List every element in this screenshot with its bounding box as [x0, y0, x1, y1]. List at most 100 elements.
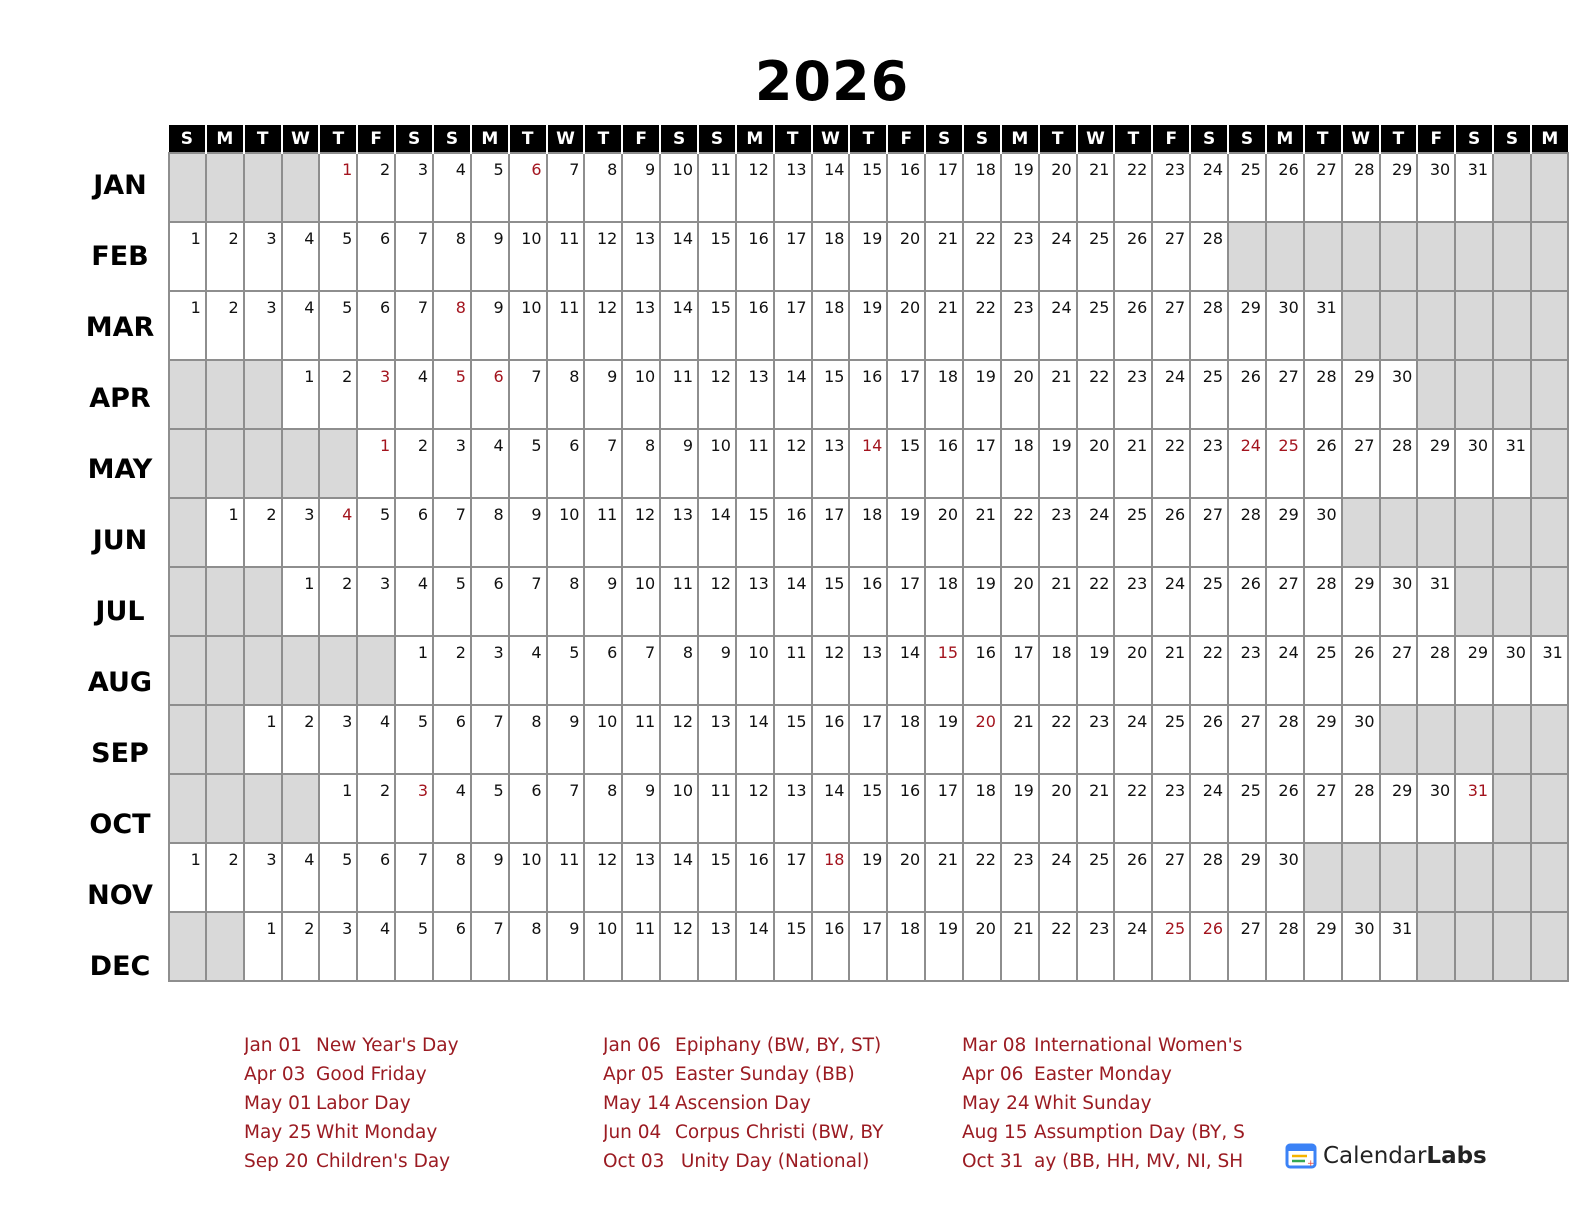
empty-cell	[1416, 359, 1457, 430]
day-cell: 5	[318, 221, 359, 292]
day-number: 25	[1278, 436, 1299, 455]
day-number: 9	[682, 436, 694, 455]
day-number: 9	[531, 505, 542, 524]
day-cell: 22	[1151, 428, 1192, 499]
empty-cell	[1378, 842, 1419, 913]
day-cell: 11	[734, 428, 775, 499]
weekday-header-cell: F	[1151, 125, 1191, 153]
empty-cell	[168, 497, 207, 568]
day-number: 29	[1240, 298, 1261, 317]
day-cell: 23	[999, 290, 1040, 361]
day-number: 30	[1278, 298, 1299, 317]
day-cell: 27	[1378, 635, 1419, 706]
day-cell: 16	[848, 566, 889, 637]
day-cell: 11	[659, 566, 700, 637]
day-number: 4	[455, 160, 466, 179]
day-number: 26	[1354, 643, 1375, 662]
day-number: 23	[1126, 367, 1148, 386]
empty-cell	[1454, 221, 1495, 292]
day-number: 25	[1202, 367, 1224, 386]
holiday-legend-item: Apr 03 Good Friday	[244, 1064, 584, 1085]
day-number: 14	[824, 160, 845, 179]
day-number: 23	[1013, 298, 1034, 317]
day-cell: 4	[394, 359, 435, 430]
day-cell: 26	[1264, 152, 1305, 223]
day-number: 10	[634, 367, 656, 386]
empty-cell	[1227, 221, 1267, 292]
empty-cell	[204, 566, 245, 637]
month-label: FEB	[91, 241, 149, 272]
day-number: 11	[634, 712, 656, 731]
day-cell: 27	[1302, 773, 1343, 844]
day-cell: 15	[697, 290, 737, 361]
weekday-header-cell: S	[1227, 125, 1266, 153]
day-number: 4	[304, 298, 315, 317]
day-number: 2	[342, 574, 353, 593]
day-cell: 2	[432, 635, 472, 706]
empty-cell	[1529, 911, 1569, 982]
day-number: 25	[1089, 298, 1110, 317]
day-number: 3	[455, 436, 466, 455]
day-cell: 27	[1264, 359, 1305, 430]
day-number: 19	[1013, 160, 1034, 179]
day-number: 1	[190, 298, 201, 317]
day-cell: 28	[1302, 359, 1343, 430]
day-number: 3	[379, 574, 391, 593]
day-cell: 10	[621, 566, 662, 637]
holiday-date: Jan 06	[603, 1035, 661, 1056]
day-number: 24	[1164, 574, 1186, 593]
day-number: 4	[531, 643, 542, 662]
day-cell: 20	[886, 290, 927, 361]
day-cell: 13	[772, 773, 813, 844]
holiday-date: May 14	[603, 1093, 671, 1114]
day-cell: 16	[962, 635, 1002, 706]
day-cell: 26	[1227, 566, 1267, 637]
day-number: 16	[748, 298, 769, 317]
day-number: 8	[644, 436, 656, 455]
day-number: 19	[1051, 436, 1072, 455]
empty-cell	[1529, 704, 1569, 775]
day-number: 2	[228, 229, 239, 248]
holiday-date: Apr 03	[244, 1064, 306, 1085]
day-cell: 22	[1113, 152, 1154, 223]
day-number: 7	[531, 574, 542, 593]
day-number: 19	[975, 574, 996, 593]
day-cell: 2	[356, 152, 397, 223]
day-number: 13	[861, 643, 883, 662]
day-number: 1	[190, 850, 201, 869]
logo-text: CalendarLabs	[1323, 1143, 1487, 1169]
day-number: 21	[937, 850, 959, 869]
day-number: 6	[531, 781, 542, 800]
day-cell: 19	[962, 359, 1002, 430]
day-cell: 23	[999, 221, 1040, 292]
day-cell: 6	[432, 704, 472, 775]
day-number: 17	[786, 298, 807, 317]
day-number: 10	[634, 574, 656, 593]
day-number: 31	[1467, 160, 1489, 179]
day-number: 9	[644, 781, 656, 800]
day-number: 21	[1013, 712, 1034, 731]
day-number: 18	[975, 781, 996, 800]
empty-cell	[1492, 290, 1532, 361]
holiday-name: Whit Sunday	[1034, 1093, 1152, 1114]
weekday-header-cell: S	[659, 125, 699, 153]
day-cell: 30	[1378, 566, 1419, 637]
day-number: 27	[1164, 229, 1186, 248]
day-cell: 4	[280, 221, 321, 292]
day-cell: 20	[962, 704, 1002, 775]
day-number: 6	[607, 643, 618, 662]
day-cell: 28	[1416, 635, 1457, 706]
day-number: 3	[266, 850, 277, 869]
day-cell: 8	[507, 704, 548, 775]
day-number: 14	[672, 229, 694, 248]
day-number: 12	[672, 919, 694, 938]
day-cell: 12	[734, 773, 775, 844]
day-cell: 9	[583, 359, 624, 430]
month-label: APR	[89, 383, 151, 414]
day-number: 24	[1126, 712, 1148, 731]
day-number: 17	[937, 781, 959, 800]
day-cell: 5	[356, 497, 397, 568]
day-cell: 8	[621, 428, 662, 499]
day-cell: 14	[659, 290, 700, 361]
weekday-header-cell: W	[280, 125, 320, 153]
